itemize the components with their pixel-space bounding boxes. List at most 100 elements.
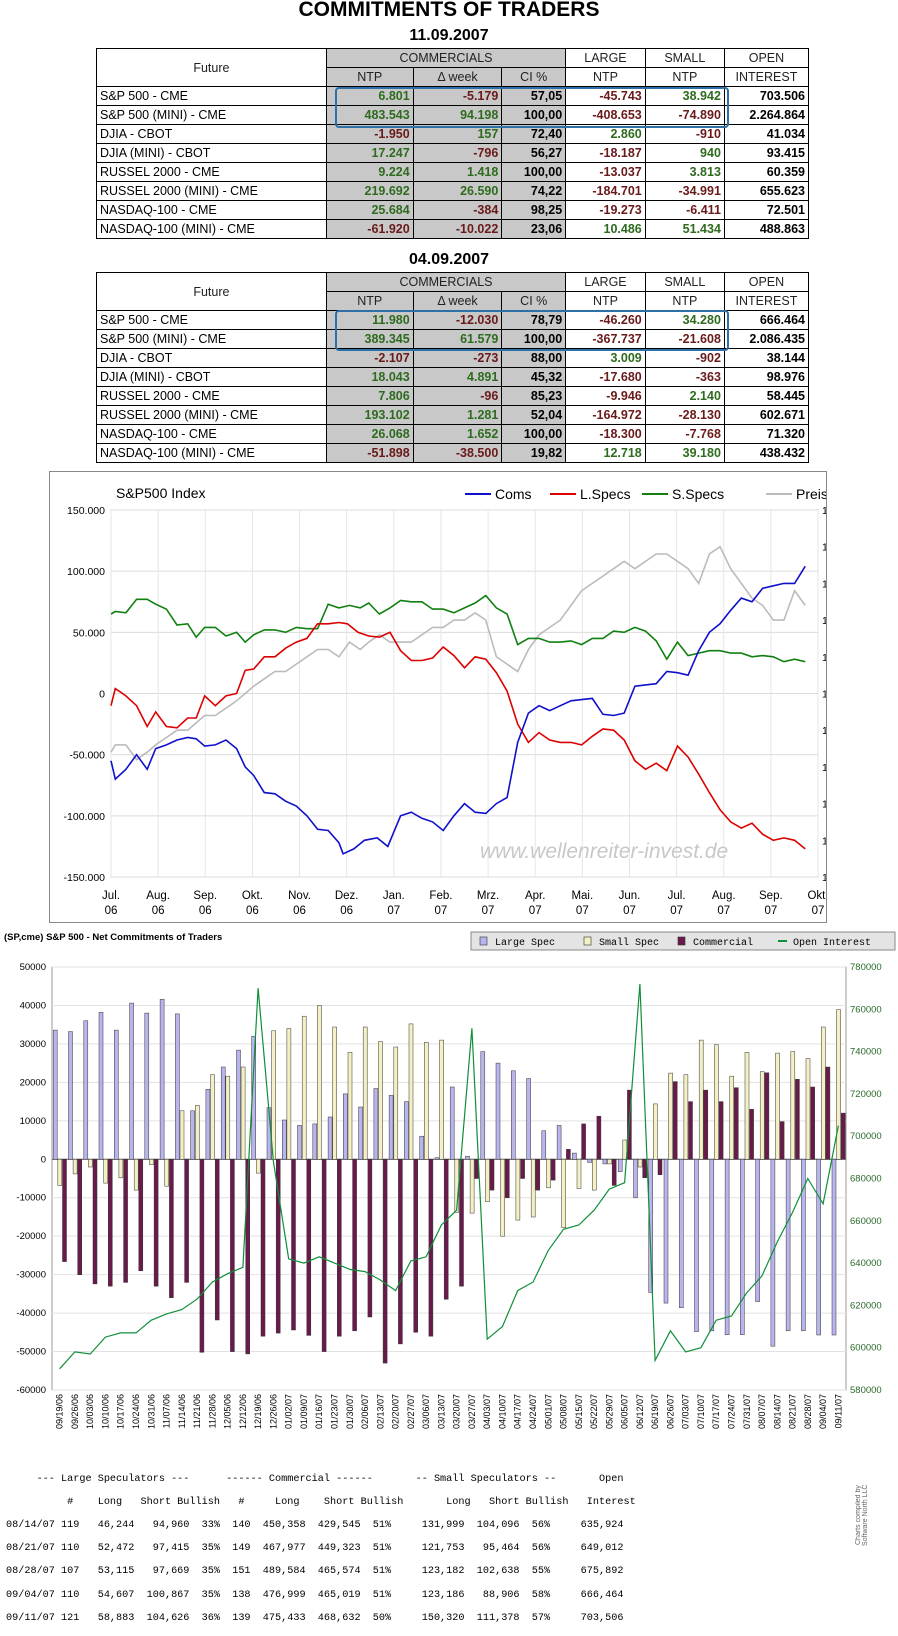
col-large: LARGE [565, 48, 646, 68]
y2-tick-label: 1.550 [822, 542, 826, 554]
x-tick-label: 05/08/07 [559, 1394, 569, 1429]
x-tick-label: 03/20/07 [452, 1394, 462, 1429]
bar-large [633, 1159, 638, 1199]
cell-value: 488.863 [723, 219, 810, 239]
x-tick-year: 06 [105, 905, 118, 917]
table-row: S&P 500 - CME 6.801 -5.179 57,05 -45.743 38.9… [96, 86, 810, 106]
future-name: DJIA (MINI) - CBOT [96, 143, 327, 163]
cell-value: 26.590 [412, 181, 503, 201]
cell-value: 193.102 [325, 405, 414, 425]
cell-value: 93.415 [723, 143, 810, 163]
bar-large [480, 1051, 486, 1160]
bar-small [805, 1058, 811, 1160]
x-tick-label: Jun. [619, 890, 641, 902]
col-subheader: INTEREST [723, 67, 810, 87]
bar-large [129, 1002, 134, 1160]
table-row: RUSSEL 2000 - CME 7.806 -96 85,23 -9.946 2.14… [96, 386, 810, 406]
x-tick-label: 09/04/07 [818, 1394, 828, 1429]
bar-small [439, 1039, 444, 1160]
bar-small [240, 1066, 246, 1160]
bar-large [449, 1086, 455, 1160]
y2-tick-label: 740000 [850, 1047, 882, 1058]
x-tick-label: 02/06/07 [360, 1394, 370, 1429]
highlight-box-1 [335, 87, 729, 128]
cell-value: -6.411 [644, 200, 725, 220]
header-row: Future COMMERCIALS LARGE SMALL OPEN [96, 272, 810, 311]
bar-commercial [718, 1101, 724, 1160]
future-name: RUSSEL 2000 (MINI) - CME [96, 405, 327, 425]
bar-commercial [825, 1066, 831, 1160]
x-tick-label: 06/05/07 [620, 1394, 630, 1429]
x-tick-label: Mai. [571, 890, 593, 902]
col-small: SMALL [644, 272, 725, 292]
bar-commercial [352, 1159, 357, 1332]
x-tick-label: Okt. [242, 890, 263, 902]
cell-value: -28.130 [644, 405, 725, 425]
y-tick-label: 10000 [20, 1116, 46, 1127]
table-row: S&P 500 - CME 11.980 -12.030 78,79 -46.260 34… [96, 310, 810, 330]
x-tick-label: 03/06/07 [421, 1394, 431, 1429]
y-tick-label: 100.000 [67, 566, 105, 578]
cell-value: 1.281 [412, 405, 503, 425]
bar-large [98, 1012, 104, 1160]
table-row: RUSSEL 2000 (MINI) - CME 193.102 1.281 52,0… [96, 405, 810, 425]
x-tick-label: 10/03/06 [85, 1394, 95, 1429]
bar-small [210, 1074, 215, 1160]
x-tick-year: 07 [812, 905, 825, 917]
bar-commercial [413, 1159, 418, 1333]
cell-value: -5.179 [412, 86, 503, 106]
x-tick-label: 10/17/06 [116, 1394, 126, 1429]
series-line-sspecs [110, 594, 806, 663]
col-large: LARGE [565, 272, 646, 292]
bar-commercial [505, 1159, 510, 1199]
legend-label: Open Interest [793, 938, 871, 949]
y2-tick-label: 1.450 [822, 615, 826, 627]
cell-value: 60.359 [723, 162, 810, 182]
x-tick-label: 01/16/07 [314, 1394, 324, 1429]
bar-large [297, 1125, 302, 1160]
bar-commercial [199, 1159, 205, 1353]
bar-commercial [443, 1159, 449, 1300]
future-name: DJIA (MINI) - CBOT [96, 367, 327, 387]
table-row: DJIA - CBOT -1.950 157 72,40 2.860 -910 41.034 [96, 124, 810, 144]
x-tick-label: 12/05/06 [223, 1394, 233, 1429]
bar-large [434, 1157, 440, 1160]
bar-commercial [306, 1159, 312, 1336]
bar-large [617, 1159, 623, 1172]
future-name: NASDAQ-100 - CME [96, 200, 327, 220]
cell-value: 7.806 [325, 386, 414, 406]
cell-value: 4.891 [412, 367, 503, 387]
net-commitments-chart: (SP,cme) S&P 500 - Net Commitments of Tr… [4, 931, 896, 1429]
y2-tick-label: 1.400 [822, 652, 826, 664]
bar-commercial [657, 1159, 663, 1175]
x-tick-year: 06 [246, 905, 259, 917]
x-tick-label: 12/26/06 [268, 1394, 278, 1429]
bar-large [648, 1159, 653, 1293]
x-tick-label: 07/31/07 [742, 1394, 752, 1429]
chart-title: S&P500 Index [116, 485, 206, 501]
bar-small [72, 1159, 78, 1175]
y-tick-label: -60000 [16, 1385, 46, 1396]
x-tick-label: 04/10/07 [497, 1394, 507, 1429]
col-subheader: NTP [644, 67, 725, 87]
cell-value: 17.247 [325, 143, 414, 163]
cot-table-2: Future COMMERCIALS LARGE SMALL OPEN NTP Δ week… [96, 272, 810, 463]
bar-large [68, 1031, 73, 1160]
bar-small [164, 1159, 169, 1187]
bar-commercial [169, 1159, 174, 1298]
cell-value: -34.991 [644, 181, 725, 201]
table-row: NASDAQ-100 (MINI) - CME -51.898 -38.500 19,… [96, 443, 810, 463]
y-tick-label: -50.000 [69, 750, 105, 762]
cell-value: 2.140 [644, 386, 725, 406]
bar-commercial [611, 1159, 617, 1186]
y2-tick-label: 700000 [850, 1131, 882, 1142]
cell-value: -74.890 [644, 105, 725, 125]
x-tick-label: 05/22/07 [589, 1394, 599, 1429]
x-tick-label: Jan. [383, 890, 405, 902]
bar-large [679, 1159, 684, 1308]
cell-value: 56,27 [501, 143, 567, 163]
x-tick-label: 07/03/07 [681, 1394, 691, 1429]
future-name: S&P 500 (MINI) - CME [96, 329, 327, 349]
cell-value: 71.320 [723, 424, 810, 444]
bar-commercial [840, 1112, 846, 1160]
